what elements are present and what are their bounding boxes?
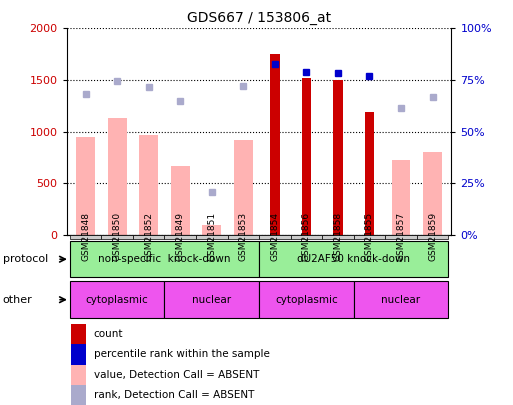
Bar [70, 281, 165, 318]
Bar [234, 140, 253, 235]
Text: GSM21854: GSM21854 [270, 213, 280, 261]
Bar [70, 364, 86, 385]
Text: GSM21852: GSM21852 [144, 213, 153, 261]
Text: GSM21855: GSM21855 [365, 212, 374, 262]
Bar [76, 137, 95, 235]
Bar [202, 224, 221, 235]
Text: nuclear: nuclear [192, 295, 231, 305]
Text: nuclear: nuclear [382, 295, 421, 305]
Bar [270, 54, 280, 235]
Text: count: count [93, 329, 123, 339]
Text: GSM21859: GSM21859 [428, 212, 437, 262]
Bar [171, 166, 190, 235]
Bar [70, 385, 86, 405]
Bar [139, 135, 158, 235]
Bar [108, 118, 127, 235]
Bar [423, 152, 442, 235]
Bar [259, 241, 448, 277]
Title: GDS667 / 153806_at: GDS667 / 153806_at [187, 11, 331, 25]
Bar [391, 160, 410, 235]
Text: cytoplasmic: cytoplasmic [275, 295, 338, 305]
Text: cytoplasmic: cytoplasmic [86, 295, 149, 305]
Text: rank, Detection Call = ABSENT: rank, Detection Call = ABSENT [93, 390, 254, 400]
Bar [365, 112, 374, 235]
Text: value, Detection Call = ABSENT: value, Detection Call = ABSENT [93, 370, 259, 379]
Bar [302, 78, 311, 235]
Text: GSM21856: GSM21856 [302, 212, 311, 262]
Bar [70, 241, 259, 277]
Bar [333, 80, 343, 235]
Text: GSM21853: GSM21853 [239, 212, 248, 262]
Bar [259, 281, 353, 318]
Text: non-specific  knock-down: non-specific knock-down [98, 254, 231, 264]
Text: protocol: protocol [3, 254, 48, 264]
Bar [70, 344, 86, 364]
Bar [353, 281, 448, 318]
Bar [70, 324, 86, 344]
Text: GSM21851: GSM21851 [207, 212, 216, 262]
Text: other: other [3, 295, 32, 305]
Text: GSM21857: GSM21857 [397, 212, 405, 262]
Text: GSM21850: GSM21850 [113, 212, 122, 262]
Text: GSM21858: GSM21858 [333, 212, 342, 262]
Text: dU2AF50 knock-down: dU2AF50 knock-down [297, 254, 410, 264]
Text: percentile rank within the sample: percentile rank within the sample [93, 350, 269, 359]
Bar [165, 281, 259, 318]
Text: GSM21849: GSM21849 [176, 213, 185, 261]
Text: GSM21848: GSM21848 [81, 213, 90, 261]
